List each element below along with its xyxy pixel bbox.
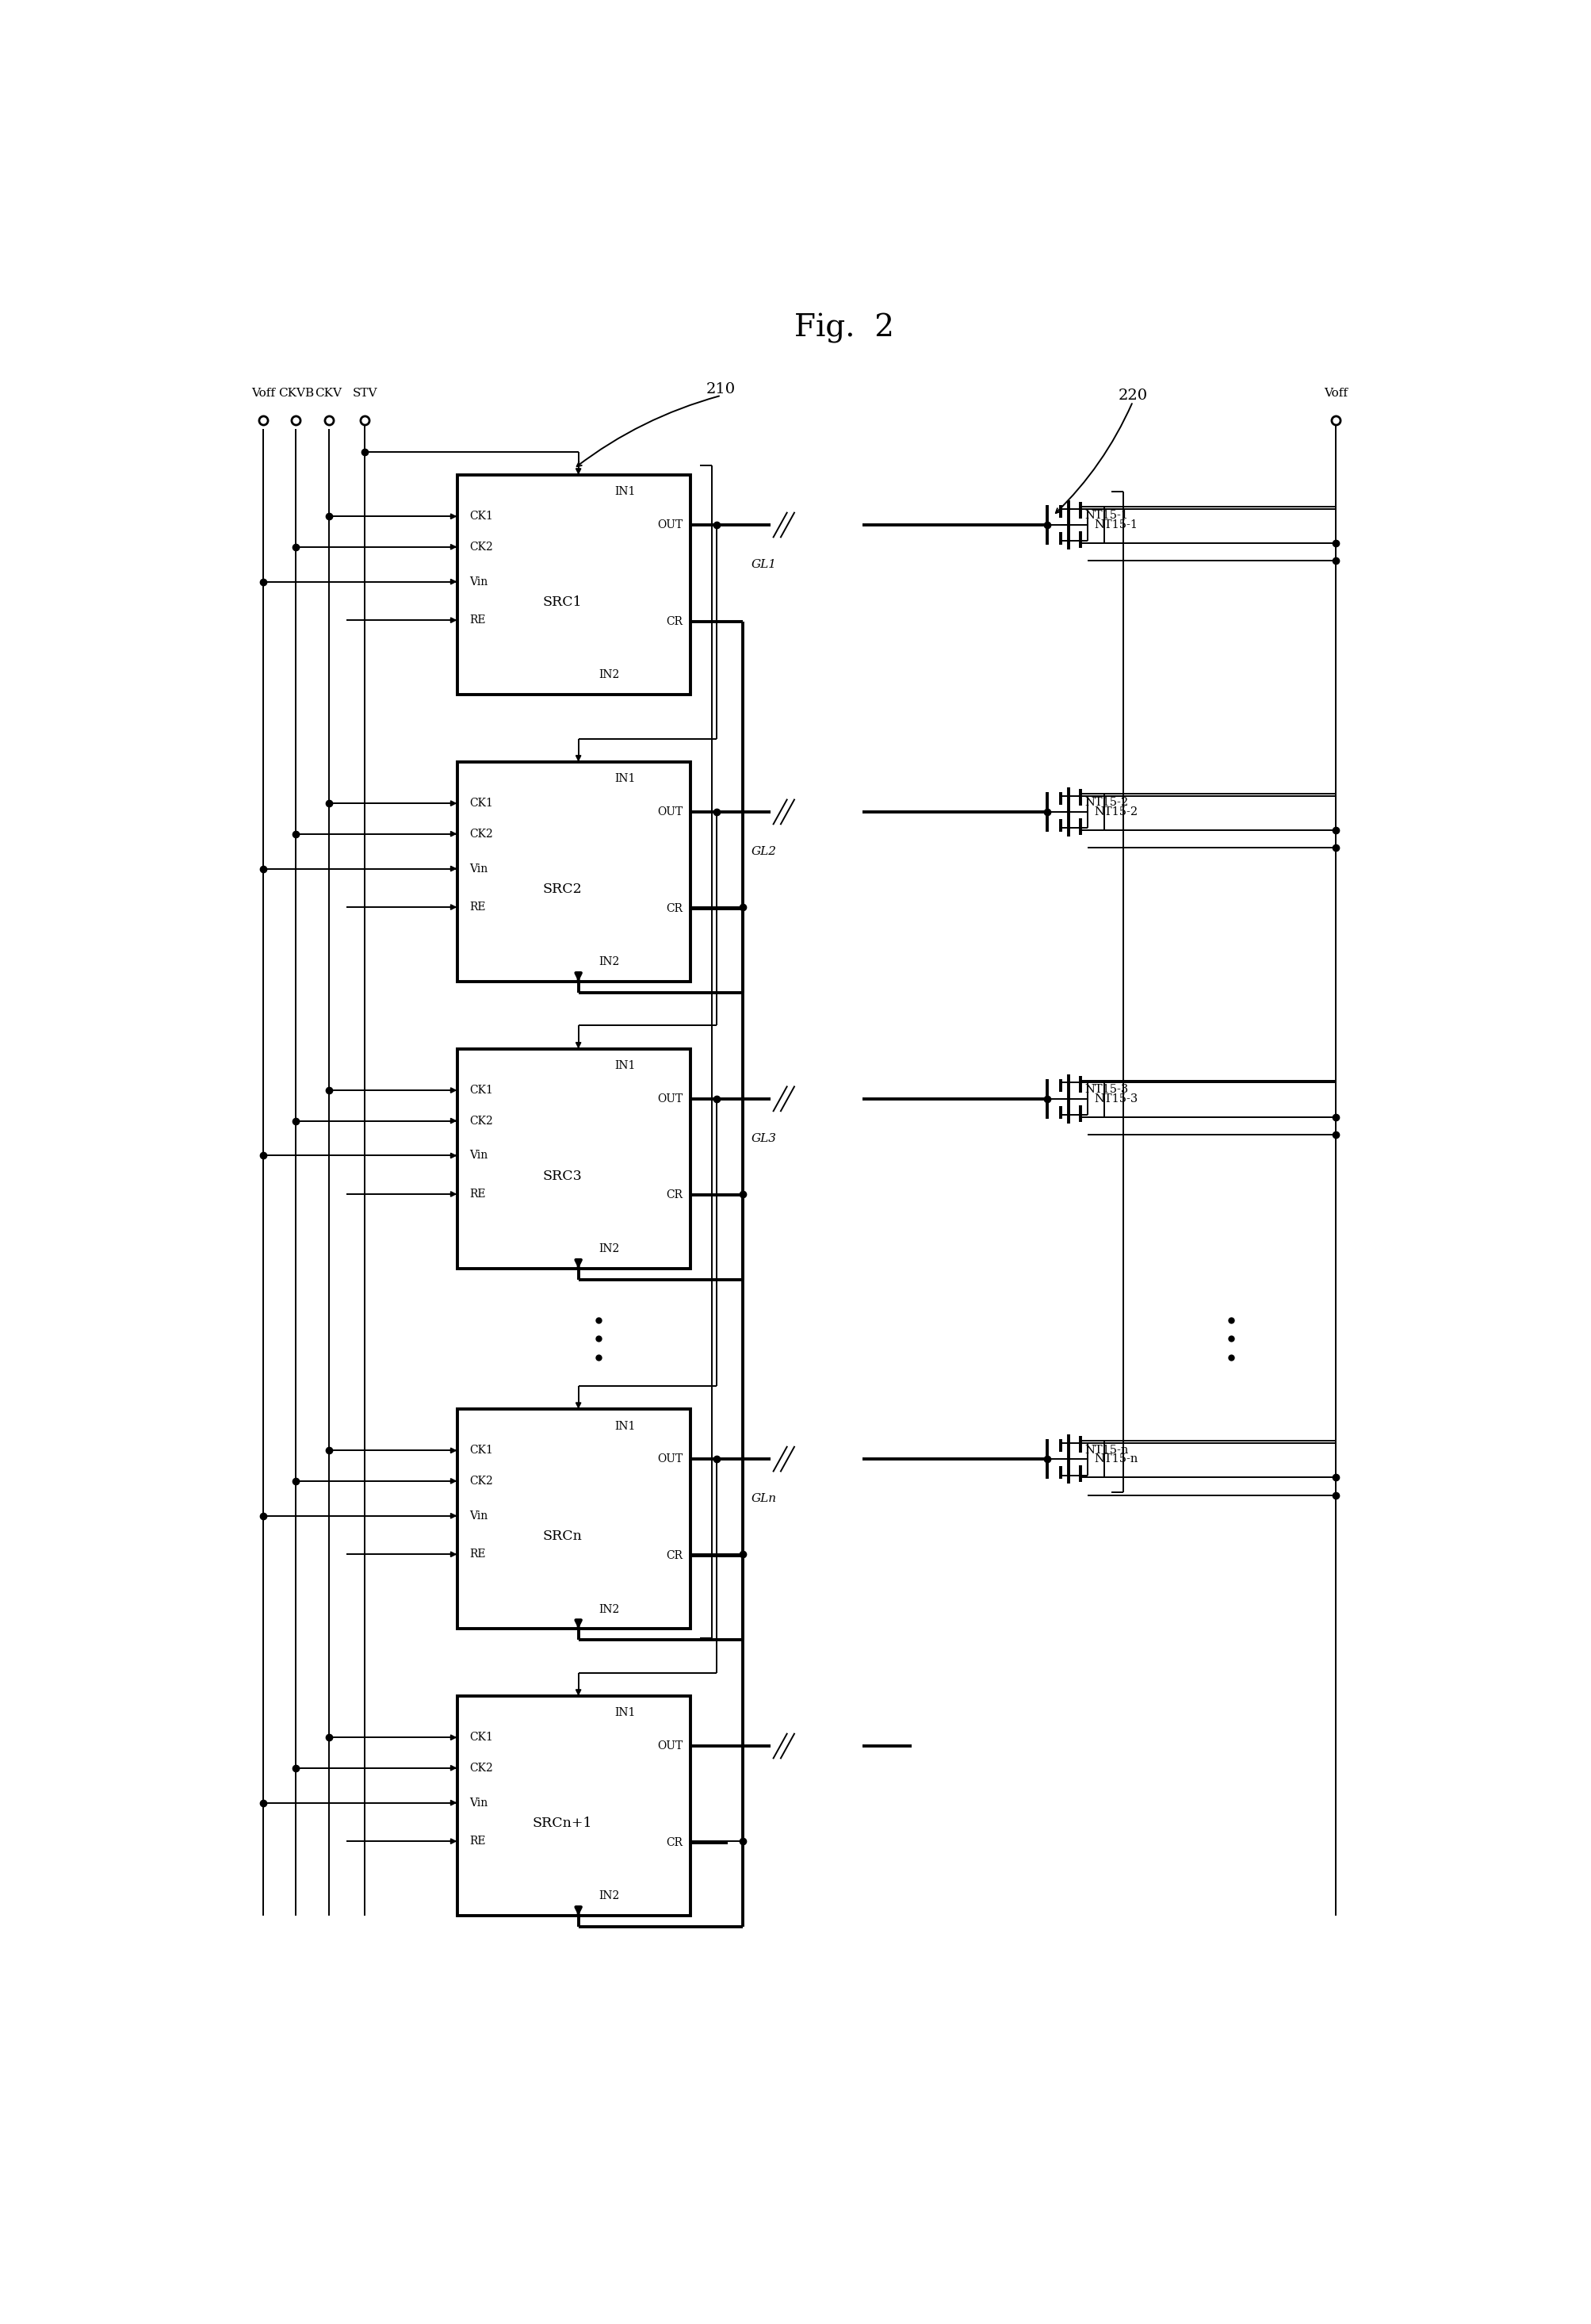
Text: CK2: CK2 (469, 541, 493, 553)
Text: CKV: CKV (315, 388, 342, 397)
Text: IN2: IN2 (598, 1604, 619, 1615)
Text: NT15-2: NT15-2 (1093, 806, 1138, 818)
Text: SRC1: SRC1 (543, 595, 581, 609)
Bar (457, 1697, 690, 1915)
Text: GLn: GLn (751, 1494, 776, 1504)
Text: RE: RE (469, 902, 485, 913)
Text: NT15-3: NT15-3 (1093, 1092, 1138, 1104)
Text: IN2: IN2 (598, 1892, 619, 1901)
Text: IN2: IN2 (598, 1243, 619, 1255)
Text: CR: CR (667, 1550, 683, 1562)
Text: GL3: GL3 (751, 1134, 776, 1143)
Text: CR: CR (667, 902, 683, 913)
Text: RE: RE (469, 1188, 485, 1199)
Text: NT15-1: NT15-1 (1085, 511, 1128, 521)
Text: Vin: Vin (469, 1150, 487, 1162)
Text: IN1: IN1 (614, 1420, 635, 1432)
Text: NT15-n: NT15-n (1085, 1443, 1128, 1455)
Text: IN1: IN1 (614, 1708, 635, 1717)
Text: CKVB: CKVB (278, 388, 313, 397)
Text: 210: 210 (706, 381, 735, 397)
Text: OUT: OUT (657, 1741, 683, 1752)
Text: OUT: OUT (657, 806, 683, 818)
Text: CK2: CK2 (469, 1762, 493, 1773)
Text: Fig.  2: Fig. 2 (794, 314, 894, 344)
Text: GL1: GL1 (751, 560, 776, 569)
Text: CR: CR (667, 1190, 683, 1202)
Text: NT15-3: NT15-3 (1085, 1083, 1128, 1095)
Bar (457, 1048, 690, 1269)
Text: SRCn: SRCn (543, 1529, 582, 1543)
Text: RE: RE (469, 614, 485, 625)
Text: RE: RE (469, 1836, 485, 1848)
Bar (457, 762, 690, 981)
Text: NT15-1: NT15-1 (1093, 518, 1138, 530)
Text: CK1: CK1 (469, 1731, 493, 1743)
Text: Vin: Vin (469, 862, 487, 874)
Text: Vin: Vin (469, 1796, 487, 1808)
Text: CK1: CK1 (469, 511, 493, 523)
Text: IN2: IN2 (598, 669, 619, 681)
Text: IN1: IN1 (614, 774, 635, 786)
Text: CR: CR (667, 1836, 683, 1848)
Text: OUT: OUT (657, 1452, 683, 1464)
Text: CR: CR (667, 616, 683, 627)
Text: GL2: GL2 (751, 846, 776, 858)
Text: RE: RE (469, 1548, 485, 1559)
Text: CK2: CK2 (469, 1476, 493, 1487)
Text: CK1: CK1 (469, 1446, 493, 1457)
Text: NT15-2: NT15-2 (1085, 797, 1128, 809)
Text: NT15-n: NT15-n (1093, 1452, 1138, 1464)
Text: Voff: Voff (1324, 388, 1346, 397)
Text: OUT: OUT (657, 518, 683, 530)
Text: SRCn+1: SRCn+1 (531, 1817, 592, 1831)
Text: CK1: CK1 (469, 1085, 493, 1097)
Text: 220: 220 (1117, 388, 1147, 402)
Text: STV: STV (352, 388, 377, 397)
Text: IN2: IN2 (598, 957, 619, 967)
Text: SRC3: SRC3 (543, 1169, 581, 1183)
Text: CK2: CK2 (469, 1116, 493, 1127)
Bar (457, 1408, 690, 1629)
Text: OUT: OUT (657, 1092, 683, 1104)
Text: IN1: IN1 (614, 486, 635, 497)
Text: Voff: Voff (251, 388, 275, 397)
Text: CK1: CK1 (469, 797, 493, 809)
Text: Vin: Vin (469, 1511, 487, 1522)
Text: SRC2: SRC2 (543, 883, 581, 897)
Text: Vin: Vin (469, 576, 487, 588)
Text: CK2: CK2 (469, 827, 493, 839)
Bar (457, 474, 690, 695)
Text: IN1: IN1 (614, 1060, 635, 1071)
